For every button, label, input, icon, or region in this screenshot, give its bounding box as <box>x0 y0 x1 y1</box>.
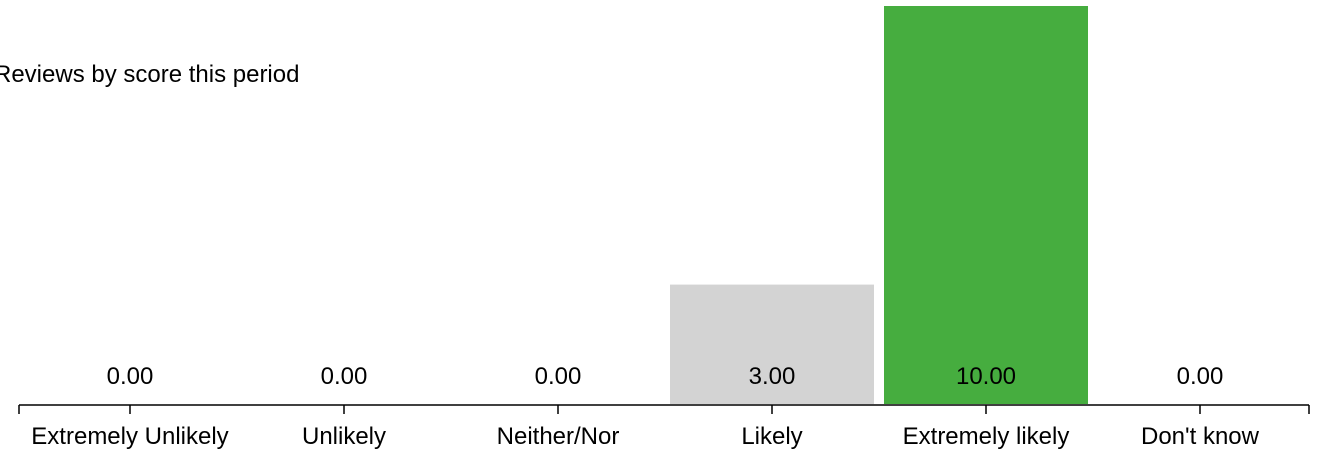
x-tick-label-likely: Likely <box>741 423 802 450</box>
value-label-extremely-unlikely: 0.00 <box>107 363 154 390</box>
bars-layer <box>670 6 1088 404</box>
value-label-neither-nor: 0.00 <box>535 363 582 390</box>
value-label-don-t-know: 0.00 <box>1177 363 1224 390</box>
x-tick-label-neither-nor: Neither/Nor <box>497 423 620 450</box>
x-axis <box>18 404 1310 414</box>
chart-subtitle: Reviews by score this period <box>0 61 299 88</box>
value-labels-layer: 0.00 0.00 0.00 3.00 10.00 0.00 <box>107 363 1224 390</box>
x-tick-label-unlikely: Unlikely <box>302 423 386 450</box>
value-label-extremely-likely: 10.00 <box>956 363 1016 390</box>
bar-extremely-likely <box>884 6 1088 404</box>
x-tick-label-extremely-unlikely: Extremely Unlikely <box>31 423 228 450</box>
bar-likely <box>670 284 874 404</box>
value-label-unlikely: 0.00 <box>321 363 368 390</box>
x-tick-label-don-t-know: Don't know <box>1141 423 1260 450</box>
x-tick-labels: Extremely Unlikely Unlikely Neither/Nor Lik… <box>31 405 1260 450</box>
x-tick-label-extremely-likely: Extremely likely <box>903 423 1070 450</box>
value-label-likely: 3.00 <box>749 363 796 390</box>
